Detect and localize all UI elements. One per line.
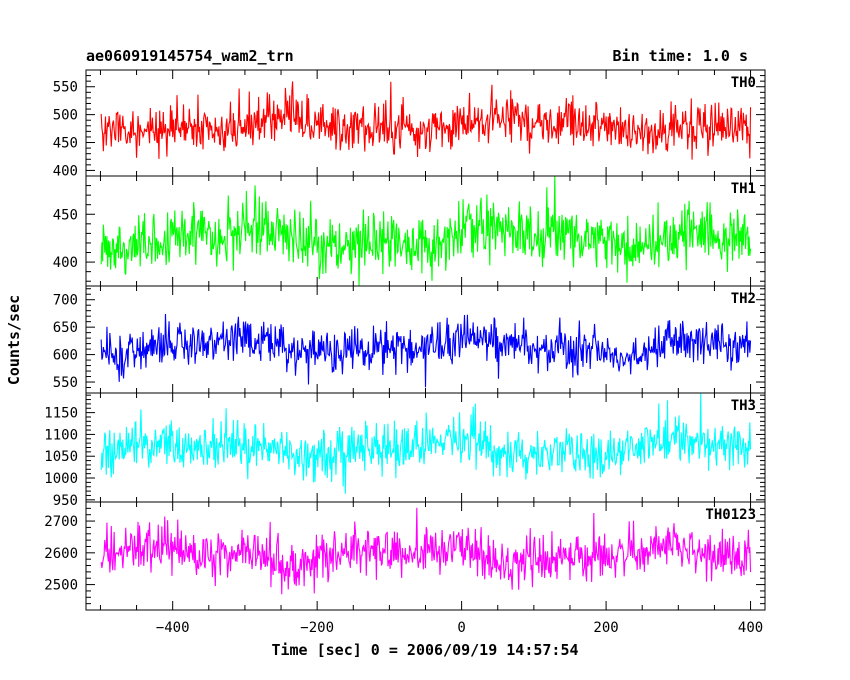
y-tick-label: 550 <box>53 80 78 96</box>
panel-th1: 400 450 TH1 <box>53 175 766 287</box>
y-tick-label: 2700 <box>44 514 78 530</box>
x-tick-label: −200 <box>300 620 334 636</box>
y-tick-label: 400 <box>53 163 78 179</box>
x-axis-label: Time [sec] 0 = 2006/09/19 14:57:54 <box>271 641 578 659</box>
panel-label-th1: TH1 <box>731 181 756 197</box>
panel-th0123: 2500 2600 2700 TH0123 <box>44 501 766 611</box>
y-axis-label: Counts/sec <box>5 295 23 385</box>
x-tick-label: 400 <box>738 620 763 636</box>
y-tick-label: 500 <box>53 108 78 124</box>
y-tick-label: 650 <box>53 320 78 336</box>
y-tick-label: 2600 <box>44 546 78 562</box>
x-tick-label: 200 <box>593 620 618 636</box>
panel-th3: 950 1000 1050 1100 1150 TH3 <box>44 392 766 509</box>
y-tick-label: 1150 <box>44 406 78 422</box>
panel-label-th0: TH0 <box>731 75 756 91</box>
series-th0-line <box>100 81 752 160</box>
y-tick-label: 2500 <box>44 578 78 594</box>
panel-th0: 400 450 500 550 TH0 <box>53 69 766 179</box>
panel-label-th3: TH3 <box>731 398 756 414</box>
x-tick-label: −400 <box>156 620 190 636</box>
y-tick-label: 1100 <box>44 427 78 443</box>
y-tick-label: 600 <box>53 348 78 364</box>
y-tick-label: 1050 <box>44 449 78 465</box>
y-tick-label: 400 <box>53 255 78 271</box>
y-tick-label: 450 <box>53 207 78 223</box>
series-th2-line <box>100 313 752 388</box>
x-tick-label: 0 <box>457 620 465 636</box>
x-axis: −400 −200 0 200 400 <box>156 620 763 636</box>
series-th3-line <box>100 393 752 494</box>
y-tick-label: 950 <box>53 493 78 509</box>
panel-label-th2: TH2 <box>731 291 756 307</box>
series-th0123-line <box>100 507 752 595</box>
chart-title: ae060919145754_wam2_trn <box>86 47 294 65</box>
bin-time-label: Bin time: 1.0 s <box>613 47 748 65</box>
y-tick-label: 450 <box>53 136 78 152</box>
panels-group: 400 450 500 550 TH0 400 450 TH1 550 600 650 700 TH2 9… <box>44 69 766 611</box>
panel-th2: 550 600 650 700 TH2 <box>53 285 766 394</box>
series-th1-line <box>100 176 752 286</box>
y-tick-label: 700 <box>53 293 78 309</box>
panel-label-th0123: TH0123 <box>705 507 756 523</box>
y-tick-label: 550 <box>53 375 78 391</box>
y-tick-label: 1000 <box>44 471 78 487</box>
